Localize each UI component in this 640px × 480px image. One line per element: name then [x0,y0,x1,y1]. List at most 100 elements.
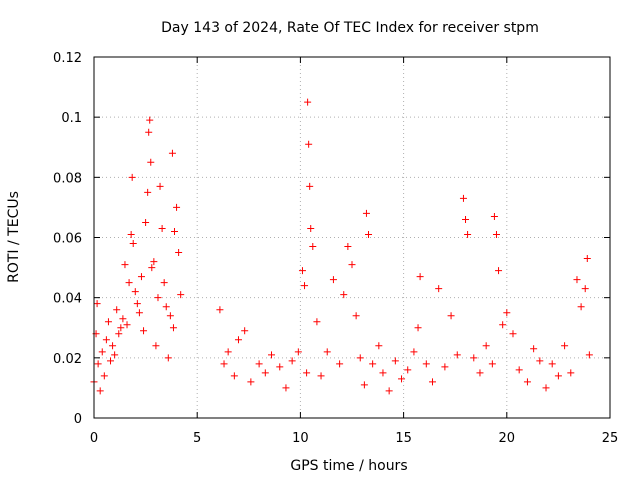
data-point [173,203,181,211]
chart-title: Day 143 of 2024, Rate Of TEC Index for r… [161,20,539,36]
data-point [282,384,290,392]
data-point [309,243,317,251]
data-point [577,303,585,311]
x-tick-label: 25 [602,431,619,446]
data-point [567,369,575,377]
data-point [340,291,348,299]
data-point [416,273,424,281]
data-point [530,345,538,353]
data-point [94,360,102,368]
data-point [154,294,162,302]
data-point [115,330,123,338]
data-point [135,309,143,317]
data-point [113,306,121,314]
data-point [305,140,313,148]
data-point [230,372,238,380]
data-point [109,342,117,350]
x-tick-label: 15 [395,431,412,446]
data-point [503,309,511,317]
data-point [147,158,155,166]
data-point [104,318,112,326]
data-point [177,291,185,299]
data-point [542,384,550,392]
data-point [150,258,158,266]
data-point [435,285,443,293]
data-point [499,321,507,329]
data-point [170,227,178,235]
data-point [131,288,139,296]
data-point [336,360,344,368]
data-point [561,342,569,350]
data-point [548,360,556,368]
data-point [356,354,364,362]
data-point [441,363,449,371]
data-point [121,261,129,269]
data-point [362,209,370,217]
data-point [145,128,153,136]
data-point [369,360,377,368]
data-series-roti [90,98,593,395]
data-point [144,188,152,196]
data-point [453,351,461,359]
data-point [107,357,115,365]
data-point [306,182,314,190]
data-point [398,375,406,383]
data-point [495,267,503,275]
data-point [414,324,422,332]
y-tick-label: 0.04 [53,292,82,307]
x-tick-label: 5 [193,431,201,446]
data-point [428,378,436,386]
data-point [583,255,591,263]
data-point [304,98,312,106]
data-point [268,351,276,359]
data-point [585,351,593,359]
data-point [175,249,183,257]
data-point [288,357,296,365]
x-tick-label: 20 [499,431,516,446]
data-point [492,230,500,238]
data-point [536,357,544,365]
y-tick-label: 0 [74,412,82,427]
data-point [93,300,101,308]
data-point [459,194,467,202]
data-point [152,342,160,350]
data-point [515,366,523,374]
data-point [404,366,412,374]
data-point [447,312,455,320]
data-point [98,348,106,356]
data-point [164,354,172,362]
axis-ticks [93,56,611,419]
x-axis-title: GPS time / hours [290,458,407,474]
data-point [125,279,133,287]
data-point [142,218,150,226]
data-point [220,360,228,368]
data-point [117,324,125,332]
data-point [100,372,108,380]
data-point [156,182,164,190]
y-tick-label: 0.08 [53,171,82,186]
y-tick-label: 0.02 [53,352,82,367]
data-point [216,306,224,314]
x-tick-label: 10 [292,431,309,446]
y-tick-labels: 0 0.02 0.04 0.06 0.08 0.1 0.12 [53,51,82,427]
data-point [329,276,337,284]
data-point [573,276,581,284]
data-point [554,372,562,380]
plot-frame [93,56,611,419]
data-point [313,318,321,326]
data-point [298,267,306,275]
data-point [488,360,496,368]
data-point [344,243,352,251]
data-point [261,369,269,377]
data-point [146,116,154,124]
data-point [247,378,255,386]
x-tick-labels: 0 5 10 15 20 25 [90,431,618,446]
data-point [129,240,137,248]
data-point [317,372,325,380]
data-point [422,360,430,368]
data-point [276,363,284,371]
data-point [410,348,418,356]
data-point [490,212,498,220]
data-point [96,387,104,395]
